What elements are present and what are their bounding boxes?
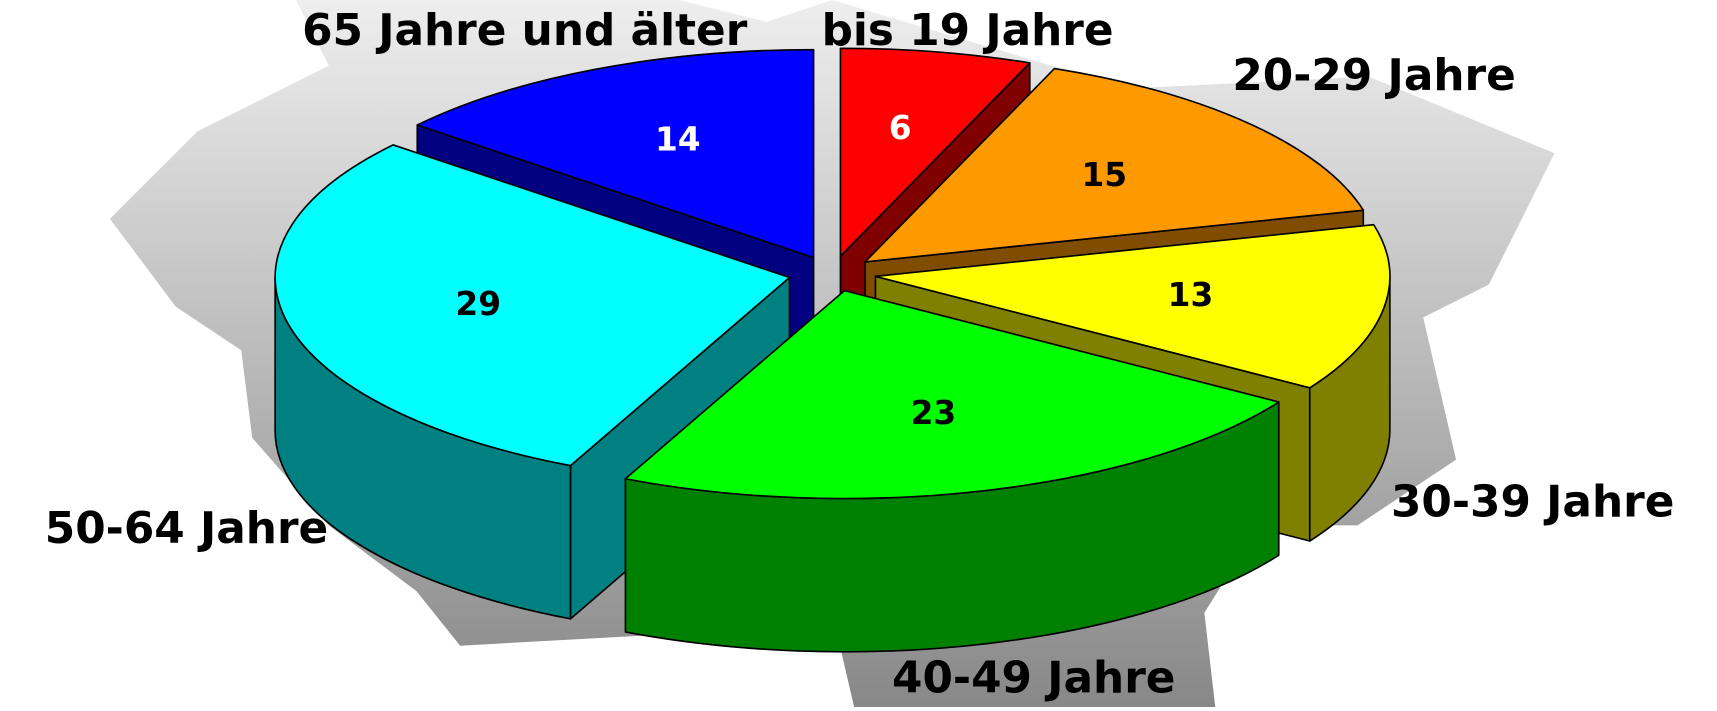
value-label: 13: [1168, 276, 1214, 314]
category-label: 40-49 Jahre: [892, 653, 1175, 704]
category-label: 30-39 Jahre: [1391, 477, 1674, 528]
category-label: 20-29 Jahre: [1232, 50, 1515, 101]
category-label: 65 Jahre und älter: [302, 5, 748, 56]
slice-top: [864, 67, 1365, 263]
slice-top: [416, 48, 815, 259]
value-label: 14: [655, 120, 701, 158]
value-label: 23: [911, 394, 957, 432]
category-label: 50-64 Jahre: [45, 503, 328, 554]
value-label: 29: [455, 285, 501, 323]
value-label: 15: [1081, 156, 1127, 194]
slice: 23: [624, 289, 1280, 653]
slice-top: [274, 144, 791, 467]
slice-top: [874, 223, 1391, 389]
value-label: 6: [889, 109, 912, 147]
category-label: bis 19 Jahre: [822, 5, 1114, 56]
slice-top: [624, 289, 1280, 500]
slice-top: [839, 47, 1031, 258]
